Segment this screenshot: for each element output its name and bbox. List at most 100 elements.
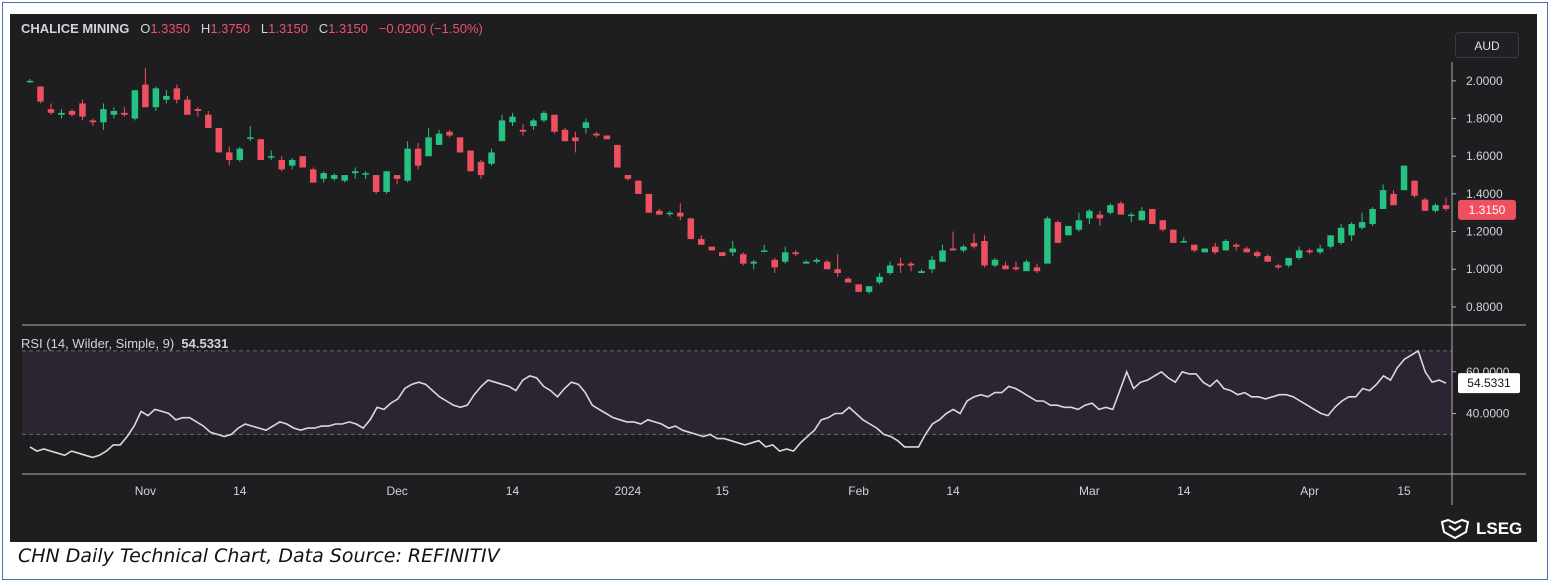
candle-body <box>886 265 894 274</box>
candle-body <box>194 109 202 111</box>
candle-body <box>949 248 957 251</box>
candle-body <box>257 139 265 160</box>
candle-body <box>698 239 705 245</box>
candle-body <box>960 246 967 251</box>
time-tick-label: 15 <box>1397 484 1411 498</box>
candle-body <box>771 259 778 268</box>
candle-body <box>1232 244 1240 247</box>
candle-body <box>1432 205 1439 211</box>
candle-body <box>760 250 768 252</box>
candle-body <box>1044 218 1051 264</box>
rsi-line <box>29 349 1447 459</box>
open-value: 1.3350 <box>150 21 191 36</box>
candle-body <box>1086 210 1093 219</box>
currency-button[interactable]: AUD <box>1455 32 1519 58</box>
high-value: 1.3750 <box>210 21 251 36</box>
candle-body <box>247 137 254 139</box>
candle-body <box>907 263 915 266</box>
candle-body <box>708 246 716 251</box>
candle-body <box>530 120 537 127</box>
candle-body <box>1222 240 1229 251</box>
candle-body <box>1327 235 1334 247</box>
candle-body <box>656 210 663 215</box>
open-label: O <box>140 21 151 36</box>
candle-body <box>876 276 883 283</box>
candle-body <box>58 112 65 115</box>
candle-body <box>1065 225 1072 236</box>
candle-body <box>1274 265 1282 268</box>
rsi-tick-label: 40.0000 <box>1466 407 1510 421</box>
candle-body <box>551 114 558 132</box>
candle-body <box>540 112 548 121</box>
candle-body <box>1023 261 1030 272</box>
candle-body <box>1191 244 1198 251</box>
candle-body <box>834 269 841 274</box>
candle-body <box>1128 214 1135 217</box>
candle-body <box>750 261 757 264</box>
time-tick-label: 15 <box>716 484 730 498</box>
time-tick-label: 14 <box>946 484 960 498</box>
candle-body <box>823 261 831 270</box>
candle-body <box>1180 240 1188 243</box>
price-tick-label: 1.6000 <box>1466 149 1503 163</box>
candle-body <box>572 137 579 142</box>
candle-body <box>309 169 317 183</box>
last-price-tag <box>1458 199 1516 220</box>
candle-body <box>1107 205 1114 213</box>
candle-body <box>288 159 296 166</box>
candle-body <box>802 261 810 264</box>
candle-body <box>635 180 642 194</box>
candle-body <box>1002 265 1009 270</box>
candle-body <box>425 137 432 157</box>
candle-body <box>1285 257 1292 266</box>
candle-body <box>1138 210 1146 221</box>
candle-body <box>205 114 212 128</box>
candle-body <box>1033 267 1041 272</box>
candle-body <box>1243 248 1250 253</box>
time-tick-label: 14 <box>233 484 247 498</box>
candle-body <box>781 252 789 262</box>
low-value: 1.3150 <box>268 21 308 36</box>
candle-body <box>1253 252 1261 257</box>
candle-body <box>719 252 726 257</box>
candle-body <box>173 88 181 100</box>
candle-body <box>509 116 516 123</box>
chart-panel <box>10 14 1537 542</box>
last-price-label: 1.3150 <box>1469 203 1506 217</box>
candle-body <box>498 120 506 142</box>
candle-body <box>645 193 653 213</box>
candle-body <box>404 148 411 181</box>
candle-body <box>215 127 223 153</box>
candle-body <box>603 135 611 140</box>
close-value: 1.3150 <box>328 21 368 36</box>
candle-body <box>89 120 97 123</box>
candle-body <box>163 95 170 100</box>
candle-body <box>1201 248 1209 253</box>
time-tick-label: 14 <box>1177 484 1191 498</box>
price-tick-label: 1.2000 <box>1466 225 1503 239</box>
candle-body <box>236 148 244 160</box>
candle-body <box>131 90 139 119</box>
candle-body <box>152 88 160 108</box>
candle-body <box>278 159 285 170</box>
candle-body <box>1117 203 1125 215</box>
time-tick-label: Feb <box>848 484 869 498</box>
candle-body <box>383 171 390 192</box>
rsi-band <box>22 350 1452 435</box>
price-tick-label: 0.8000 <box>1466 300 1503 314</box>
rsi-label: RSI (14, Wilder, Simple, 9) <box>21 336 175 351</box>
rsi-value-tag <box>1458 373 1520 394</box>
candle-body <box>184 99 191 115</box>
candle-body <box>26 80 34 83</box>
candle-body <box>1149 208 1156 225</box>
change-value: −0.0200 (−1.50%) <box>378 21 483 36</box>
candle-body <box>624 175 632 179</box>
candle-body <box>729 248 737 253</box>
candle-body <box>1411 180 1418 196</box>
time-tick-label: Dec <box>386 484 407 498</box>
candle-body <box>1012 267 1020 270</box>
candle-body <box>142 84 149 108</box>
candle-body <box>792 252 799 255</box>
